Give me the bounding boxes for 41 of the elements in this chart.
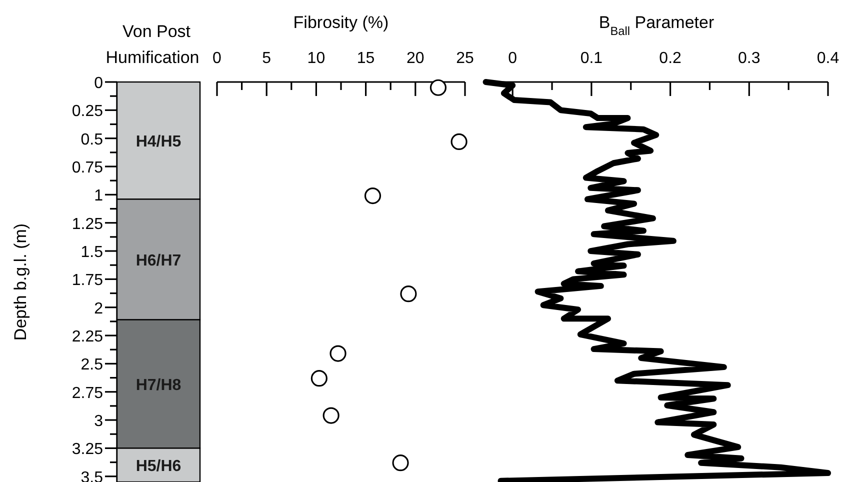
y-tick-label: 1.75	[72, 272, 104, 290]
series-label: H5/H6	[136, 458, 182, 476]
point	[310, 370, 328, 387]
point	[430, 79, 447, 96]
x-tick-label: 10	[307, 50, 326, 67]
y-tick-label: 1	[94, 188, 104, 205]
x-tick-label: 15	[356, 50, 375, 67]
y-tick-label: 0.25	[72, 103, 104, 120]
y-tick-label: 2.25	[72, 328, 104, 346]
y-tick-label: 0	[94, 75, 104, 92]
chart-title: Von Post Humification	[106, 22, 200, 67]
y-tick-label: 2	[94, 300, 104, 318]
series-label: H6/H7	[136, 252, 182, 270]
y-tick-label: 0.5	[80, 131, 104, 148]
point	[364, 188, 382, 204]
y-tick-label: 3	[94, 413, 104, 430]
x-tick-label: 0.4	[816, 50, 840, 67]
x-tick-label: 0.3	[738, 50, 760, 67]
y-tick-label: 1.25	[72, 216, 104, 233]
y-tick-label: 0.75	[72, 160, 104, 177]
x-tick-label: 0.1	[580, 50, 603, 67]
point	[400, 286, 417, 302]
point	[330, 345, 346, 362]
x-tick-label: 0	[508, 50, 518, 67]
y-tick-label: 3.25	[72, 441, 104, 458]
point	[450, 133, 468, 150]
x-tick-label: 0	[212, 50, 222, 67]
x-tick-label: 5	[262, 50, 272, 67]
point	[392, 454, 409, 472]
y-tick-label: 2.75	[72, 384, 104, 402]
x-tick-label: 0.2	[659, 50, 682, 67]
x-tick-label: 25	[456, 50, 474, 67]
y-axis-title: Depth b.g.l. (m)	[11, 223, 30, 341]
series-label: H4/H5	[136, 134, 182, 151]
chart-title: B$_{Ball}$ Parameter	[598, 13, 714, 38]
point	[322, 407, 340, 424]
x-tick-label: 20	[406, 50, 424, 67]
y-tick-label: 1.5	[80, 244, 104, 262]
series-label: H7/H8	[136, 376, 182, 394]
chart-title: Fibrosity (%)	[293, 13, 389, 32]
y-tick-label: 2.5	[80, 356, 104, 374]
